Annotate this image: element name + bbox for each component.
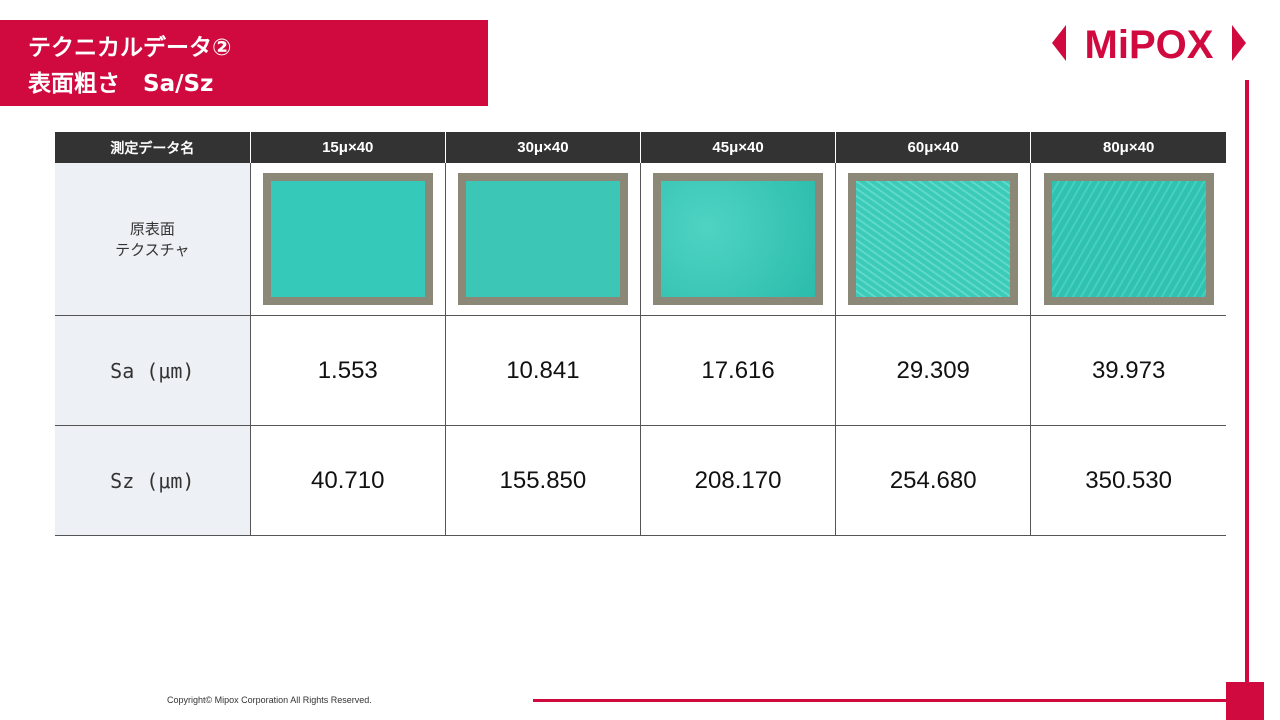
- cell: 350.530: [1030, 425, 1226, 536]
- image-cell: [249, 163, 446, 316]
- column-header: 80μ×40: [1030, 132, 1226, 163]
- column-header: 15μ×40: [249, 132, 446, 163]
- column-header: 45μ×40: [639, 132, 836, 163]
- logo: MiPOX: [1052, 23, 1246, 64]
- cell: 39.973: [1030, 315, 1226, 426]
- texture-surface: [856, 181, 1011, 297]
- title: テクニカルデータ②: [28, 35, 232, 61]
- texture-image: [1043, 173, 1214, 305]
- texture-image: [457, 173, 628, 305]
- cell: 254.680: [835, 425, 1031, 536]
- subtitle: 表面粗さ Sa/Sz: [28, 71, 214, 97]
- table-row: 原表面 テクスチャ: [55, 163, 1226, 316]
- cell: 17.616: [639, 315, 836, 426]
- texture-surface: [465, 181, 620, 297]
- image-cell: [444, 163, 641, 316]
- image-cell: [835, 163, 1031, 316]
- cell: 29.309: [835, 315, 1031, 426]
- column-header: 60μ×40: [835, 132, 1031, 163]
- logo-text: MiPOX: [1085, 23, 1214, 64]
- header-row: 測定データ名 15μ×40 30μ×40 45μ×40 60μ×40 80μ×40: [55, 132, 1226, 163]
- row-label: Sz (μm): [55, 425, 251, 536]
- cell: 155.850: [444, 425, 641, 536]
- image-cell: [639, 163, 836, 316]
- data-table: 測定データ名 15μ×40 30μ×40 45μ×40 60μ×40 80μ×40 原表面…: [55, 132, 1226, 536]
- row-label: Sa (μm): [55, 315, 251, 426]
- cell: 10.841: [444, 315, 641, 426]
- cell: 1.553: [249, 315, 446, 426]
- copyright: Copyright© Mipox Corporation All Rights …: [167, 695, 372, 705]
- texture-surface: [661, 181, 816, 297]
- image-cell: [1030, 163, 1226, 316]
- accent-line: [1245, 80, 1249, 685]
- accent-line: [533, 699, 1233, 702]
- column-header: 測定データ名: [55, 132, 251, 163]
- cell: 208.170: [639, 425, 836, 536]
- column-header: 30μ×40: [444, 132, 641, 163]
- texture-image: [653, 173, 824, 305]
- texture-image: [262, 173, 433, 305]
- cell: 40.710: [249, 425, 446, 536]
- texture-surface: [1051, 181, 1206, 297]
- title-box: テクニカルデータ② 表面粗さ Sa/Sz: [0, 20, 488, 106]
- texture-image: [848, 173, 1019, 305]
- row-label: 原表面 テクスチャ: [55, 163, 251, 316]
- accent-square: [1226, 682, 1264, 720]
- table-row: Sa (μm) 1.553 10.841 17.616 29.309 39.973: [55, 315, 1226, 426]
- texture-surface: [270, 181, 425, 297]
- table-row: Sz (μm) 40.710 155.850 208.170 254.680 350.53…: [55, 425, 1226, 536]
